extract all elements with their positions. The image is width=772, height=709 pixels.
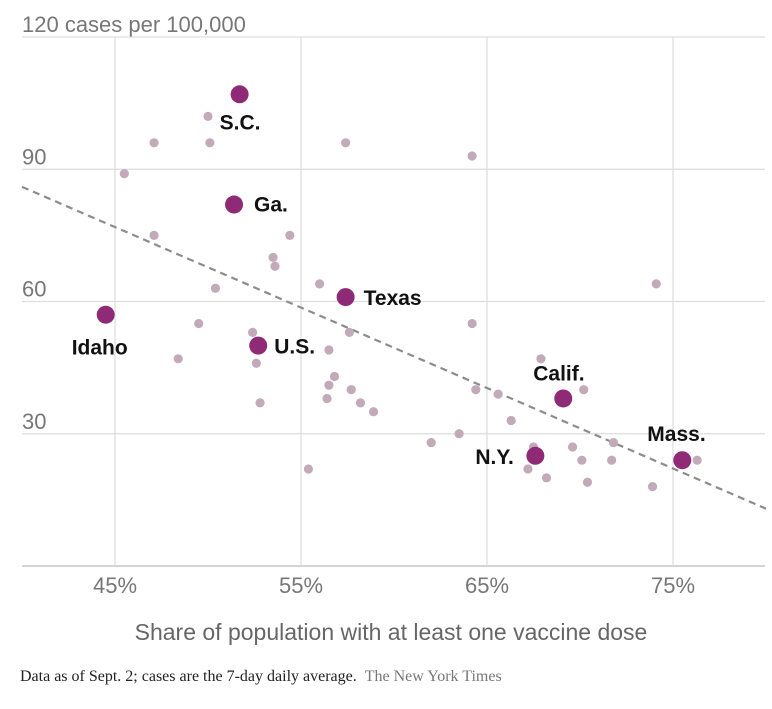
other-states-points — [119, 111, 702, 492]
state-point — [324, 380, 334, 390]
source-credit: The New York Times — [364, 668, 502, 685]
point-label-texas: Texas — [364, 287, 422, 310]
scatter-chart: S.C. Ga. Texas Idaho U.S. Calif. N.Y. Mass. 30 6… — [21, 12, 767, 645]
state-point — [322, 393, 332, 404]
state-point — [607, 455, 617, 465]
state-point — [471, 385, 481, 395]
state-point — [344, 327, 354, 337]
state-point — [577, 455, 587, 465]
state-point — [536, 354, 546, 364]
state-point — [608, 437, 619, 448]
highlighted-points — [96, 85, 692, 470]
point-label-mass: Mass. — [647, 423, 705, 446]
state-point — [355, 398, 366, 408]
state-point — [255, 398, 265, 408]
state-point — [692, 455, 702, 465]
y-tick-label: 90 — [22, 144, 46, 169]
highlight-point-mass — [673, 451, 692, 470]
state-point — [251, 358, 261, 368]
state-point — [467, 151, 477, 161]
x-tick-label: 75% — [651, 573, 695, 598]
state-point — [149, 138, 159, 148]
highlight-point-ny — [526, 446, 545, 465]
state-point — [119, 169, 129, 179]
state-point — [194, 318, 204, 329]
state-point — [210, 283, 221, 293]
highlight-point-sc — [230, 85, 249, 104]
state-point — [506, 415, 516, 426]
state-point — [270, 261, 280, 271]
state-point — [324, 345, 334, 355]
state-point — [341, 138, 351, 148]
highlight-point-calif — [554, 389, 573, 408]
state-point — [173, 354, 183, 364]
state-point — [329, 371, 340, 382]
state-point — [541, 473, 552, 483]
point-label-calif: Calif. — [533, 362, 584, 385]
state-point — [651, 279, 661, 289]
trend-line — [21, 185, 767, 510]
state-point — [285, 230, 295, 240]
point-label-ga: Ga. — [254, 194, 288, 217]
footnote-text: Data as of Sept. 2; cases are the 7-day … — [20, 668, 357, 685]
highlight-point-idaho — [96, 305, 115, 324]
state-point — [205, 138, 215, 148]
highlight-point-ga — [225, 195, 244, 214]
axis-ticks: 30 60 90 120 cases per 100,000 45% 55% 65% 75% — [22, 12, 695, 598]
x-tick-label: 45% — [93, 573, 137, 598]
state-point — [582, 477, 593, 487]
x-tick-label: 65% — [465, 573, 509, 598]
highlight-point-us — [249, 336, 268, 355]
state-point — [248, 327, 258, 337]
x-tick-label: 55% — [279, 573, 323, 598]
state-point — [315, 279, 325, 289]
y-tick-label: 60 — [22, 277, 46, 302]
state-point — [149, 230, 159, 240]
state-point — [523, 464, 533, 474]
state-point — [303, 464, 314, 474]
gridlines — [22, 36, 765, 567]
state-point — [493, 389, 503, 399]
state-point — [346, 385, 356, 395]
point-label-sc: S.C. — [220, 111, 261, 134]
state-point — [268, 252, 278, 263]
state-point — [567, 442, 578, 452]
point-label-idaho: Idaho — [72, 337, 128, 360]
y-tick-label: 120 cases per 100,000 — [22, 12, 246, 37]
x-axis-title: Share of population with at least one va… — [135, 619, 648, 645]
y-tick-label: 30 — [22, 409, 46, 434]
state-point — [579, 385, 589, 395]
point-labels: S.C. Ga. Texas Idaho U.S. Calif. N.Y. Mass. — [72, 111, 706, 468]
footnote: Data as of Sept. 2; cases are the 7-day … — [20, 668, 502, 686]
state-point — [454, 429, 464, 439]
state-point — [203, 111, 213, 121]
highlight-point-texas — [336, 288, 355, 307]
state-point — [426, 437, 436, 448]
state-point — [467, 318, 477, 329]
state-point — [647, 482, 658, 492]
point-label-us: U.S. — [274, 336, 315, 359]
point-label-ny: N.Y. — [475, 446, 514, 469]
state-point — [368, 407, 379, 417]
